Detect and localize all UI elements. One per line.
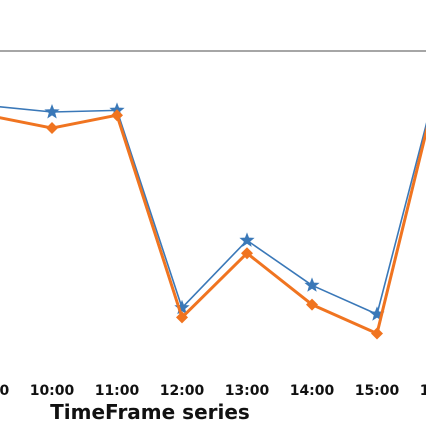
series-1-point bbox=[369, 306, 385, 321]
series-1-point bbox=[239, 232, 255, 247]
x-tick-label: 15:00 bbox=[355, 383, 400, 399]
series-1-point bbox=[44, 103, 60, 119]
series-2-point bbox=[241, 247, 253, 260]
series-2-line bbox=[0, 113, 426, 335]
x-tick-label: 10:00 bbox=[30, 383, 75, 399]
series-1 bbox=[0, 102, 426, 321]
x-tick-labels: 09:00 10:00 11:00 12:00 13:00 14:00 15:00 16:00 bbox=[0, 383, 426, 399]
series-1-point bbox=[304, 277, 320, 292]
x-tick-label: 14:00 bbox=[290, 383, 335, 399]
series-1-line bbox=[0, 106, 426, 316]
x-tick-label: 16:00 bbox=[420, 383, 426, 399]
series-2-point bbox=[371, 327, 383, 340]
series-1-point bbox=[174, 299, 190, 315]
series-2-point bbox=[111, 109, 123, 122]
x-tick-label: 09:00 bbox=[0, 383, 10, 399]
series-2 bbox=[0, 109, 426, 340]
series-2-point bbox=[176, 311, 188, 324]
x-tick-label: 12:00 bbox=[160, 383, 205, 399]
x-tick-label: 11:00 bbox=[95, 383, 140, 399]
x-tick-label: 13:00 bbox=[225, 383, 270, 399]
series-2-point bbox=[306, 298, 318, 311]
series-layer bbox=[0, 102, 426, 340]
series-2-point bbox=[46, 122, 58, 135]
x-axis-title: TimeFrame series bbox=[50, 400, 250, 424]
